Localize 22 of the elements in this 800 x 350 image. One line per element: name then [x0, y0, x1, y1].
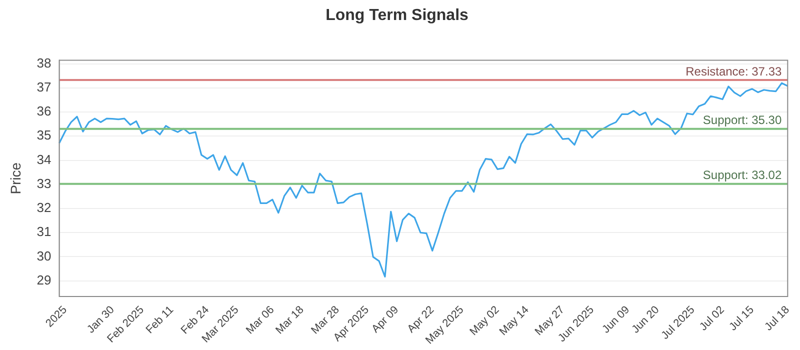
ref-line-label: Support: 35.30: [702, 113, 782, 128]
y-tick-label: 31: [36, 224, 52, 240]
x-tick-label: Jul 18: [762, 304, 792, 334]
ref-line-label: Support: 33.02: [702, 168, 782, 182]
chart-title: Long Term Signals: [326, 7, 469, 24]
y-tick-label: 33: [36, 176, 52, 191]
x-tick-label: Jun 20: [630, 304, 662, 336]
y-tick-label: 34: [36, 152, 52, 167]
y-tick-label: 29: [36, 272, 52, 288]
y-tick-label: 30: [36, 248, 52, 264]
y-tick-label: 32: [36, 200, 52, 216]
x-tick-label: Jun 09: [600, 304, 632, 336]
ref-line-label: Resistance: 37.33: [686, 64, 782, 78]
x-tick-label: Apr 09: [370, 304, 402, 336]
x-tick-label: Jul 15: [727, 304, 756, 334]
y-tick-label: 36: [36, 104, 52, 119]
x-tick-label: Feb 11: [144, 304, 176, 336]
x-tick-label: Jul 02: [698, 304, 727, 334]
y-tick-label: 35: [36, 128, 52, 143]
y-axis-title: Price: [7, 162, 24, 194]
y-tick-label: 37: [36, 80, 52, 95]
y-tick-label: 38: [36, 55, 52, 70]
